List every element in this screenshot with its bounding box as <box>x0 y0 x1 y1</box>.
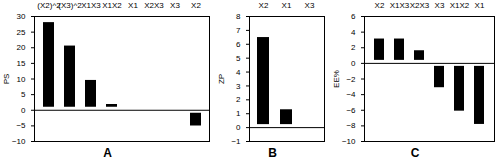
html-text:B: B <box>268 146 277 160</box>
svg-text:5: 5 <box>236 54 241 63</box>
svg-text:X3: X3 <box>435 1 445 10</box>
svg-text:25: 25 <box>17 28 26 37</box>
svg-text:−10: −10 <box>342 137 356 145</box>
svg-text:X1X3: X1X3 <box>390 1 410 10</box>
svg-text:X2: X2 <box>375 1 385 10</box>
svg-text:2: 2 <box>236 95 241 104</box>
svg-text:(X3)^2: (X3)^2 <box>58 1 82 10</box>
svg-text:8: 8 <box>236 12 241 21</box>
svg-text:X2X3: X2X3 <box>410 1 430 10</box>
svg-text:PS: PS <box>2 74 11 85</box>
svg-text:30: 30 <box>17 12 26 21</box>
svg-text:X3: X3 <box>170 1 180 10</box>
svg-text:4: 4 <box>351 28 356 37</box>
svg-text:X2: X2 <box>259 1 269 10</box>
svg-text:EE%: EE% <box>332 70 341 88</box>
svg-text:X1X2: X1X2 <box>102 1 122 10</box>
svg-text:ZP: ZP <box>217 74 226 84</box>
svg-text:X1X3: X1X3 <box>81 1 101 10</box>
svg-text:15: 15 <box>17 59 26 68</box>
svg-text:3: 3 <box>236 82 241 91</box>
svg-text:4: 4 <box>236 68 241 77</box>
svg-text:6: 6 <box>351 12 356 21</box>
svg-text:−5: −5 <box>16 121 26 130</box>
svg-text:7: 7 <box>236 26 241 35</box>
svg-text:X1X2: X1X2 <box>450 1 470 10</box>
html-text:C: C <box>410 146 420 160</box>
svg-text:1: 1 <box>236 109 241 118</box>
svg-text:−2: −2 <box>346 75 356 84</box>
svg-text:6: 6 <box>236 40 241 49</box>
svg-text:−10: −10 <box>12 137 26 145</box>
svg-text:X1: X1 <box>128 1 138 10</box>
svg-text:10: 10 <box>17 75 26 84</box>
svg-text:−1: −1 <box>231 137 241 145</box>
svg-text:−8: −8 <box>346 121 356 130</box>
svg-text:X2X3: X2X3 <box>144 1 164 10</box>
svg-text:X2: X2 <box>191 1 201 10</box>
svg-text:−4: −4 <box>346 90 356 99</box>
html-text:A: A <box>103 146 112 160</box>
svg-text:−6: −6 <box>346 106 356 115</box>
svg-text:(X2)^2: (X2)^2 <box>37 0 61 10</box>
svg-text:0: 0 <box>351 59 356 68</box>
svg-text:2: 2 <box>351 43 356 52</box>
svg-text:20: 20 <box>17 43 26 52</box>
svg-text:0: 0 <box>21 106 26 115</box>
svg-text:5: 5 <box>21 90 26 99</box>
svg-text:0: 0 <box>236 123 241 132</box>
svg-text:X3: X3 <box>305 1 315 10</box>
svg-text:X1: X1 <box>282 1 292 10</box>
svg-text:X1: X1 <box>475 1 485 10</box>
